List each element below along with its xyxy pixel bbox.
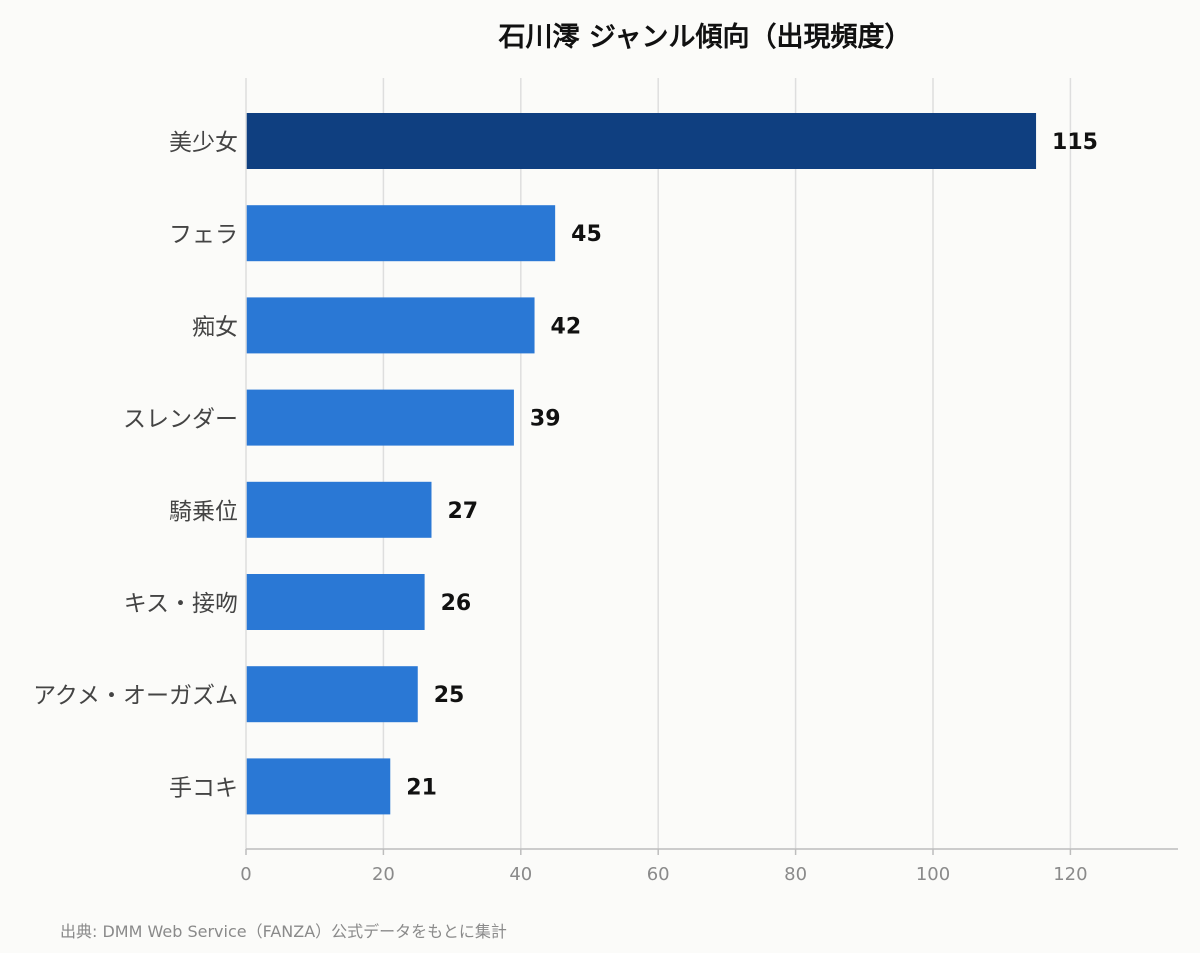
category-label: アクメ・オーガズム [33, 683, 238, 709]
x-tick-label: 100 [916, 864, 950, 885]
chart-title: 石川澪 ジャンル傾向（出現頻度） [497, 21, 911, 53]
grid-lines [382, 78, 1072, 849]
value-label: 42 [551, 314, 582, 339]
value-label: 115 [1052, 130, 1098, 155]
x-tick-label: 20 [372, 864, 395, 885]
category-label: 騎乗位 [169, 499, 238, 525]
x-tick-label: 60 [647, 864, 670, 885]
bars: 美少女 115 フェラ 45 痴女 42 スレンダー 39 騎乗位 27 キス・接吻 26 アクメ・オー… [33, 113, 1098, 815]
bar [246, 297, 535, 354]
category-label: キス・接吻 [124, 591, 238, 617]
x-tick-label: 0 [240, 864, 251, 885]
category-label: 美少女 [169, 130, 238, 156]
bar [246, 389, 514, 446]
bar [246, 666, 418, 723]
x-tick-label: 120 [1053, 864, 1087, 885]
value-label: 27 [447, 499, 478, 524]
category-label: 痴女 [192, 314, 238, 340]
bar [246, 205, 556, 262]
category-label: フェラ [169, 222, 238, 248]
bar [246, 481, 432, 538]
value-label: 21 [406, 775, 437, 800]
x-tick-label: 80 [784, 864, 807, 885]
value-label: 39 [530, 407, 561, 432]
x-tick-label: 40 [509, 864, 532, 885]
x-axis: 0 20 40 60 80 100 120 [240, 78, 1178, 885]
value-label: 45 [571, 222, 602, 247]
bar [246, 758, 391, 815]
category-label: 手コキ [169, 775, 238, 801]
source-note: 出典: DMM Web Service（FANZA）公式データをもとに集計 [60, 922, 507, 941]
bar [246, 574, 425, 630]
bar [246, 113, 1037, 169]
category-label: スレンダー [123, 407, 238, 433]
value-label: 25 [434, 683, 465, 708]
value-label: 26 [441, 591, 472, 616]
